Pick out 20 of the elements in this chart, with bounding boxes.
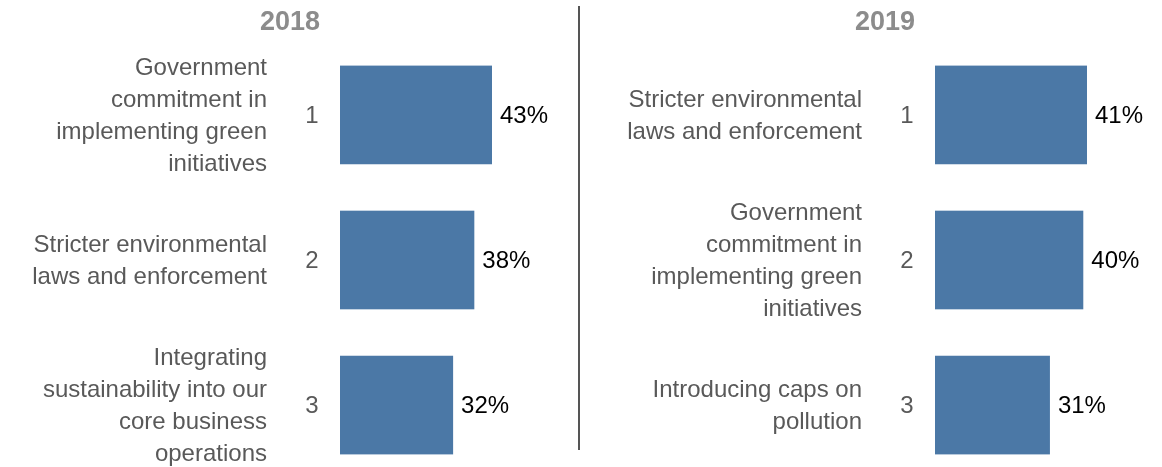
chart-title: 2019: [854, 6, 916, 36]
data-label: 32%: [461, 391, 510, 419]
data-label: 40%: [1091, 246, 1140, 274]
data-label: 38%: [482, 246, 531, 274]
text: 2: [900, 246, 914, 274]
y-tick-label: Stricter environmental laws and enforcement: [627, 85, 863, 145]
y-tick-label: Introducing caps on pollution: [652, 375, 862, 435]
text: 3: [305, 391, 319, 419]
text: 1: [900, 101, 914, 129]
text: 2: [305, 246, 319, 274]
y-tick-label: Integrating sustainability into our core business operations: [42, 343, 267, 467]
y-tick-label: Government commitment in implementing green initiatives: [651, 198, 863, 322]
text: 1: [305, 101, 319, 129]
text: 3: [900, 391, 914, 419]
data-label: 31%: [1057, 391, 1106, 419]
y-tick-label: Government commitment in implementing green initiatives: [56, 53, 268, 177]
y-tick-label: Stricter environmental laws and enforcement: [32, 230, 268, 290]
chart-title: 2018: [259, 6, 321, 36]
data-label: 43%: [500, 101, 549, 129]
data-label: 41%: [1095, 101, 1144, 129]
